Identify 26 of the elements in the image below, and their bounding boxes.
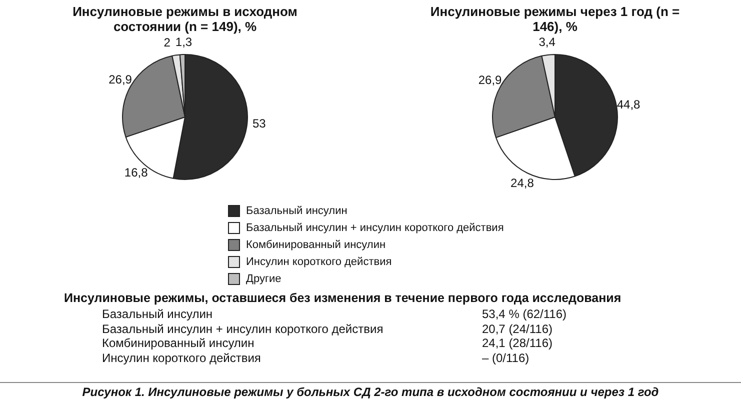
text: Базальный инсулин [102,307,214,322]
legend-label: Комбинированный инсулин [246,238,386,250]
data-label: 24,8 [510,176,534,190]
legend-label: Базальный инсулин [246,204,348,216]
text: Инсулиновые режимы, оставшиеся без изменения в течение первого года исследования [64,291,622,305]
data-label: 1,3 [175,34,192,49]
data-label: 44,8 [616,97,641,112]
data-label: 26,9 [478,72,502,87]
chart-title: Инсулиновые режимы через 1 год (n = 146), % [429,4,681,34]
text: Комбинированный инсулин [102,336,256,350]
legend-label: Другие [246,272,282,284]
chart-title: Инсулиновые режимы в исходном состоянии (n = 149), % [72,4,298,34]
text: – (0/116) [482,350,530,365]
data-label: 26,9 [108,72,132,86]
text: Инсулин короткого действия [102,350,262,365]
text: Базальный инсулин + инсулин короткого действия [102,322,384,336]
legend-label: Инсулин короткого действия [246,256,392,268]
legend-label: Базальный инсулин + инсулин короткого действия [246,222,504,234]
text: 20,7 (24/116) [482,322,554,336]
text: 53,4 % (62/116) [482,307,568,322]
text: 24,1 (28/116) [482,336,554,350]
data-label: 2 [164,36,171,50]
data-label: 16,8 [124,166,148,180]
data-label: 3,4 [538,35,556,50]
data-label: 53 [252,116,266,130]
text: Рисунок 1. Инсулиновые режимы у больных СД 2-го типа в исходном состоянии и через 1 год [0,382,741,399]
